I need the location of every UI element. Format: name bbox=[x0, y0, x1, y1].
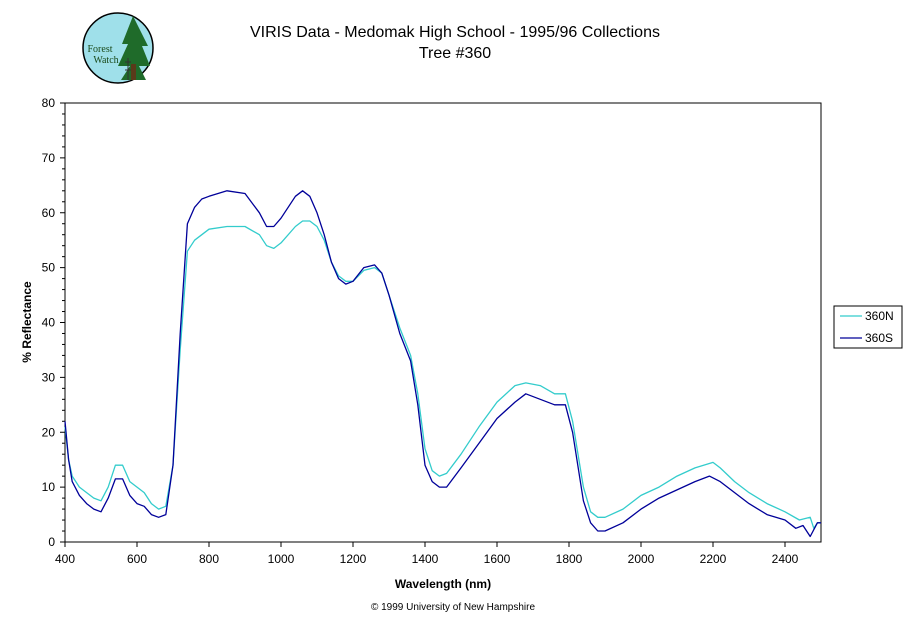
chart-title: VIRIS Data - Medomak High School - 1995/… bbox=[250, 24, 660, 41]
y-tick-label: 80 bbox=[42, 96, 56, 110]
x-axis-title: Wavelength (nm) bbox=[395, 577, 491, 591]
y-tick-label: 0 bbox=[48, 535, 55, 549]
y-tick-label: 40 bbox=[42, 316, 56, 330]
legend-label-360n: 360N bbox=[865, 309, 894, 323]
legend-box bbox=[833, 305, 903, 349]
x-tick-label: 400 bbox=[55, 552, 75, 566]
y-tick-label: 60 bbox=[42, 206, 56, 220]
y-tick-label: 30 bbox=[42, 370, 56, 384]
x-tick-label: 2200 bbox=[700, 552, 727, 566]
x-tick-label: 1400 bbox=[412, 552, 439, 566]
y-tick-label: 20 bbox=[42, 425, 56, 439]
x-tick-label: 600 bbox=[127, 552, 147, 566]
x-tick-label: 2400 bbox=[772, 552, 799, 566]
x-tick-label: 800 bbox=[199, 552, 219, 566]
series-line-360s bbox=[64, 190, 821, 538]
x-tick-label: 1600 bbox=[484, 552, 511, 566]
y-axis: 0 10 20 30 40 50 60 70 80 bbox=[42, 96, 65, 549]
copyright-text: © 1999 University of New Hampshire bbox=[371, 602, 536, 613]
x-tick-label: 1800 bbox=[556, 552, 583, 566]
forest-watch-logo: Forest Watch bbox=[82, 12, 154, 84]
logo-text-watch: Watch bbox=[93, 55, 118, 66]
x-axis: 400 600 800 1000 1200 1400 1600 1800 2000 2200 240… bbox=[55, 542, 799, 566]
y-tick-label: 50 bbox=[42, 261, 56, 275]
legend-label-360s: 360S bbox=[865, 331, 893, 345]
x-tick-label: 2000 bbox=[628, 552, 655, 566]
tree-icon bbox=[118, 16, 150, 80]
y-tick-label: 70 bbox=[42, 151, 56, 165]
logo-text-forest: Forest bbox=[88, 44, 113, 55]
series-layer bbox=[64, 190, 821, 538]
y-axis-title: % Reflectance bbox=[20, 281, 34, 363]
legend: 360N 360S bbox=[833, 305, 903, 349]
y-tick-label: 10 bbox=[42, 480, 56, 494]
x-tick-label: 1200 bbox=[340, 552, 367, 566]
chart-subtitle: Tree #360 bbox=[419, 45, 491, 62]
series-line-360n bbox=[64, 220, 821, 529]
x-tick-label: 1000 bbox=[268, 552, 295, 566]
